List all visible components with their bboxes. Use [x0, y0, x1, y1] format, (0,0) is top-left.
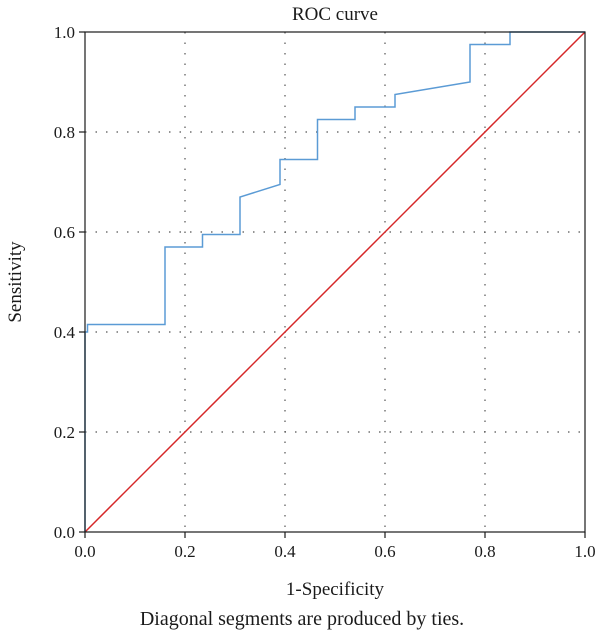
chart-title: ROC curve — [292, 4, 378, 25]
y-tick-label: 0.0 — [54, 523, 75, 542]
y-tick-label: 0.2 — [54, 423, 75, 442]
y-axis-title: Sensitivity — [5, 241, 26, 323]
x-tick-label: 1.0 — [574, 542, 595, 561]
x-tick-label: 0.6 — [374, 542, 395, 561]
x-tick-label: 0.0 — [74, 542, 95, 561]
y-tick-label: 1.0 — [54, 23, 75, 42]
axis-ticks: 0.0 0.2 0.4 0.6 0.8 1.0 0.0 0.2 0.4 0.6 0.8 1.0 — [54, 23, 596, 561]
x-tick-label: 0.2 — [174, 542, 195, 561]
x-tick-label: 0.4 — [274, 542, 296, 561]
y-tick-label: 0.4 — [54, 323, 76, 342]
reference-diagonal-line — [84, 31, 586, 533]
x-tick-label: 0.8 — [474, 542, 495, 561]
chart-footnote: Diagonal segments are produced by ties. — [140, 608, 464, 630]
roc-curve-line — [84, 31, 585, 532]
y-tick-label: 0.6 — [54, 223, 75, 242]
y-tick-label: 0.8 — [54, 123, 75, 142]
plot-frame — [84, 31, 586, 533]
x-axis-title: 1-Specificity — [286, 579, 385, 600]
series-layer — [84, 31, 586, 533]
